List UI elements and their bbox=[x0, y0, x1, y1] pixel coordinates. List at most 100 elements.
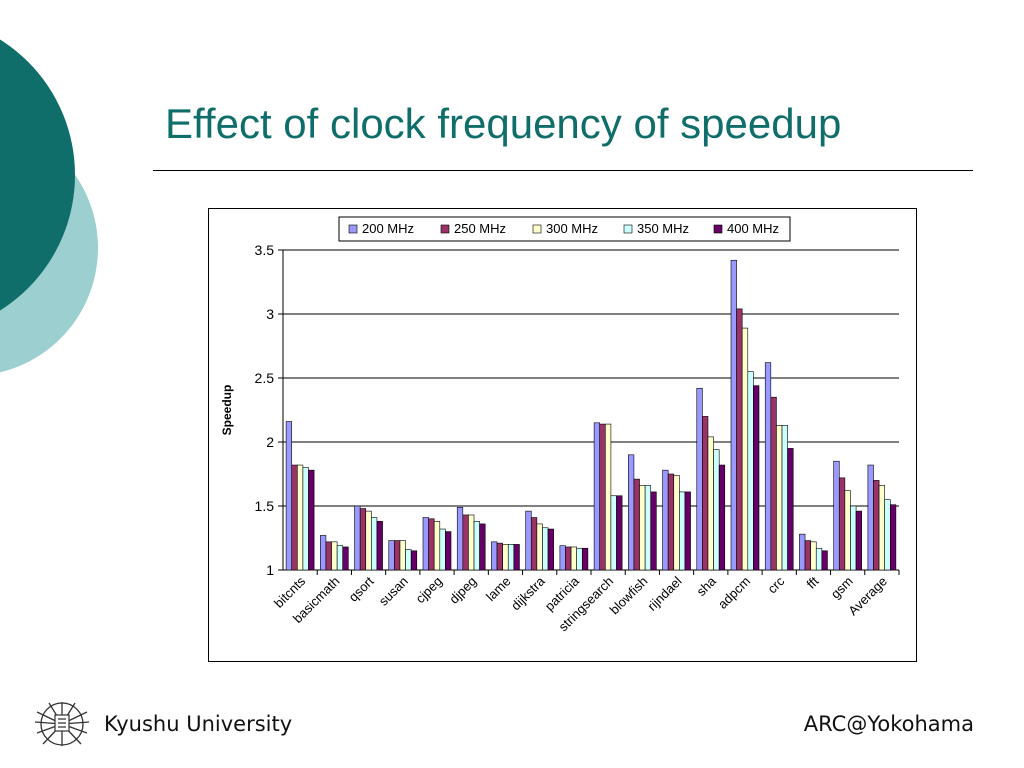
bar bbox=[616, 495, 623, 571]
bar bbox=[605, 423, 612, 571]
bar bbox=[371, 517, 378, 571]
bar bbox=[764, 362, 772, 571]
bar bbox=[776, 425, 783, 571]
bar bbox=[679, 491, 686, 571]
bar bbox=[730, 259, 737, 571]
y-axis-label: Speedup bbox=[220, 385, 234, 436]
bar bbox=[878, 485, 885, 571]
legend-swatch bbox=[440, 224, 450, 234]
x-tick-label: crc bbox=[764, 573, 787, 596]
bar bbox=[394, 540, 401, 571]
x-tick-label: gsm bbox=[828, 574, 856, 602]
legend-swatch bbox=[532, 224, 542, 234]
bar bbox=[297, 464, 304, 571]
bar bbox=[479, 523, 486, 571]
bar bbox=[770, 396, 777, 571]
bar bbox=[445, 531, 452, 571]
legend-swatch bbox=[623, 224, 633, 234]
bar bbox=[473, 521, 480, 571]
bar bbox=[542, 527, 549, 571]
bar bbox=[610, 495, 617, 571]
bar bbox=[667, 473, 675, 571]
bar bbox=[799, 533, 806, 571]
university-logo-icon bbox=[34, 702, 90, 746]
bar bbox=[662, 469, 669, 571]
bar bbox=[684, 491, 691, 571]
legend-label: 400 MHz bbox=[727, 221, 779, 236]
y-tick-label: 1.5 bbox=[255, 498, 275, 514]
bar bbox=[650, 491, 657, 571]
bar bbox=[496, 542, 503, 571]
bar bbox=[593, 422, 601, 571]
bar bbox=[422, 517, 429, 571]
y-tick-label: 1 bbox=[266, 562, 274, 578]
bar bbox=[804, 540, 811, 571]
bar bbox=[639, 485, 646, 571]
bar bbox=[599, 423, 606, 571]
bar bbox=[702, 416, 709, 571]
bar bbox=[399, 540, 406, 571]
bar bbox=[753, 385, 760, 571]
x-tick-label: dijkstra bbox=[508, 573, 548, 613]
bar bbox=[833, 460, 840, 571]
x-tick-label: djpeg bbox=[446, 574, 479, 607]
bar bbox=[320, 535, 327, 571]
x-tick-label: susan bbox=[376, 574, 411, 609]
bar bbox=[433, 521, 441, 571]
bar bbox=[291, 464, 298, 571]
bar bbox=[365, 510, 372, 571]
bar bbox=[325, 541, 332, 571]
bar bbox=[815, 547, 823, 571]
bar bbox=[336, 545, 344, 571]
bar bbox=[439, 528, 446, 571]
bar bbox=[462, 514, 469, 571]
bar bbox=[628, 454, 635, 571]
bar bbox=[331, 541, 338, 571]
x-tick-label: blowfish bbox=[607, 574, 651, 618]
bar bbox=[707, 436, 714, 571]
bar bbox=[559, 545, 566, 571]
x-tick-label: qsort bbox=[346, 573, 377, 604]
bar bbox=[838, 477, 846, 571]
bar bbox=[302, 467, 309, 571]
x-tick-label: cjpeg bbox=[413, 574, 446, 607]
bar bbox=[468, 514, 475, 571]
bar bbox=[285, 421, 293, 571]
bar bbox=[513, 544, 520, 571]
y-tick-label: 3.5 bbox=[255, 242, 275, 258]
legend-label: 200 MHz bbox=[362, 221, 414, 236]
bar bbox=[673, 474, 680, 571]
bar bbox=[525, 510, 532, 571]
bar bbox=[502, 544, 509, 571]
bar bbox=[821, 550, 828, 571]
x-tick-label: lame bbox=[483, 574, 514, 605]
bar bbox=[867, 464, 874, 571]
footer-institution: Kyushu University bbox=[104, 712, 293, 736]
bar bbox=[530, 517, 538, 571]
legend-label: 250 MHz bbox=[454, 221, 506, 236]
bar bbox=[855, 510, 862, 571]
x-tick-label: fft bbox=[803, 573, 821, 591]
bar bbox=[718, 464, 726, 571]
bar bbox=[696, 387, 703, 571]
x-tick-label: sha bbox=[693, 573, 719, 599]
bar bbox=[507, 544, 515, 571]
bar bbox=[787, 448, 794, 571]
legend-label: 350 MHz bbox=[637, 221, 689, 236]
bar bbox=[359, 508, 367, 571]
bar bbox=[889, 504, 897, 571]
bar bbox=[873, 480, 880, 571]
bar bbox=[428, 518, 435, 571]
bar bbox=[713, 449, 720, 571]
x-tick-label: Average bbox=[845, 574, 890, 619]
bar bbox=[536, 523, 543, 571]
legend-box bbox=[338, 216, 791, 242]
bar bbox=[844, 490, 851, 571]
bar bbox=[736, 308, 743, 571]
bar bbox=[810, 541, 817, 571]
bar bbox=[456, 506, 464, 571]
bar bbox=[354, 505, 361, 571]
bar bbox=[405, 549, 412, 571]
legend-swatch bbox=[713, 224, 723, 234]
